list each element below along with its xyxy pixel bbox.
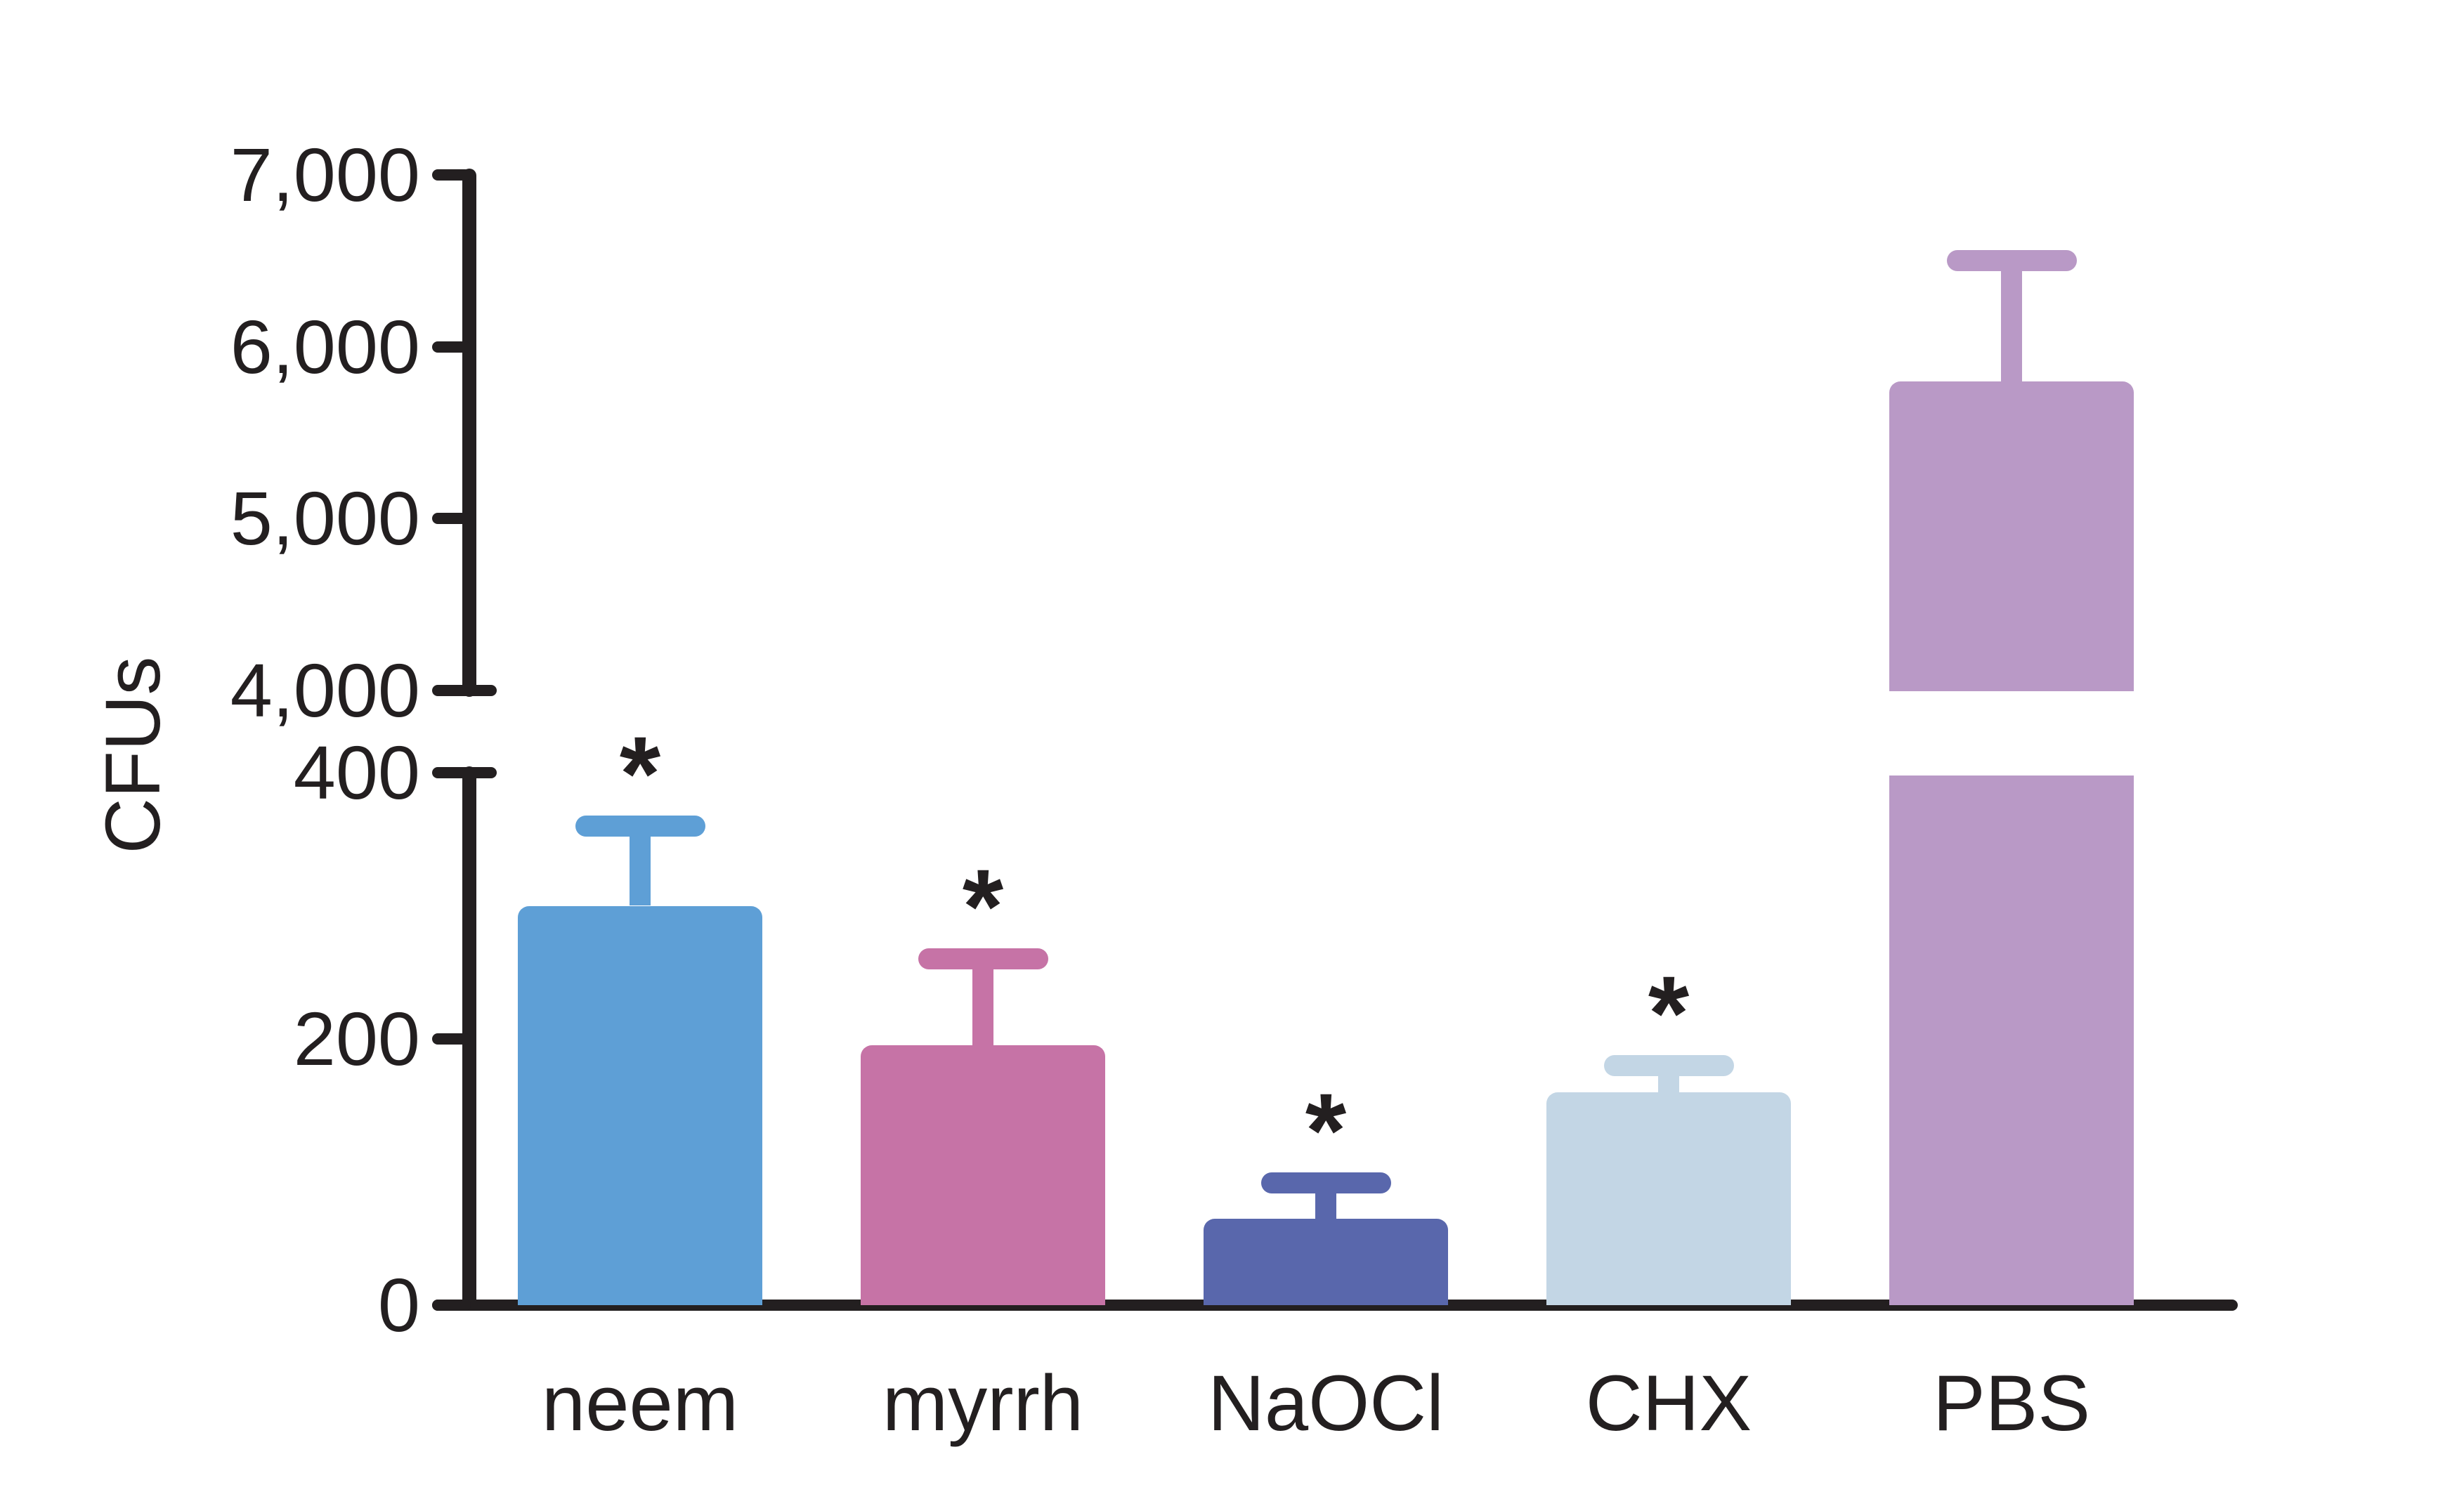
error-bar-cap-PBS	[1946, 250, 2077, 272]
significance-asterisk-neem: *	[619, 714, 661, 832]
x-category-label-PBS: PBS	[1932, 1359, 2091, 1447]
significance-asterisk-myrrh: *	[962, 847, 1004, 966]
y-tick-label-upper: 6,000	[230, 303, 420, 389]
y-tick-lower	[432, 1300, 471, 1311]
significance-asterisk-CHX: *	[1648, 953, 1690, 1072]
bar-PBS-upper-segment	[1889, 381, 2134, 691]
y-tick-upper	[432, 513, 471, 525]
y-tick-label-upper: 4,000	[230, 648, 420, 733]
bar-PBS-lower-segment	[1889, 776, 2134, 1305]
y-tick-label-lower: 400	[293, 730, 420, 815]
y-tick-label-upper: 7,000	[230, 132, 420, 217]
y-tick-lower	[432, 767, 497, 778]
y-tick-lower	[432, 1033, 471, 1045]
y-tick-upper	[432, 685, 497, 696]
error-bar-cap-NaOCl	[1260, 1172, 1391, 1193]
x-category-label-CHX: CHX	[1585, 1359, 1752, 1447]
error-bar-cap-CHX	[1603, 1054, 1734, 1076]
x-category-label-myrrh: myrrh	[882, 1359, 1084, 1447]
bar-myrrh	[861, 1045, 1105, 1305]
bar-neem	[518, 905, 762, 1305]
error-bar-whisker-PBS	[2001, 261, 2022, 381]
x-category-label-neem: neem	[541, 1359, 739, 1447]
y-tick-label-upper: 5,000	[230, 476, 420, 561]
error-bar-cap-myrrh	[918, 948, 1048, 970]
error-bar-cap-neem	[575, 815, 705, 837]
y-tick-label-lower: 200	[293, 996, 420, 1081]
bar-NaOCl	[1204, 1218, 1448, 1305]
y-tick-upper	[432, 169, 471, 181]
significance-asterisk-NaOCl: *	[1305, 1071, 1347, 1189]
y-axis-spine-upper	[462, 169, 476, 697]
y-tick-label-lower: 0	[377, 1262, 420, 1347]
x-category-label-NaOCl: NaOCl	[1207, 1359, 1445, 1447]
bar-CHX	[1546, 1092, 1791, 1305]
error-bar-whisker-neem	[630, 825, 651, 906]
error-bar-whisker-myrrh	[972, 959, 993, 1046]
y-tick-upper	[432, 341, 471, 353]
